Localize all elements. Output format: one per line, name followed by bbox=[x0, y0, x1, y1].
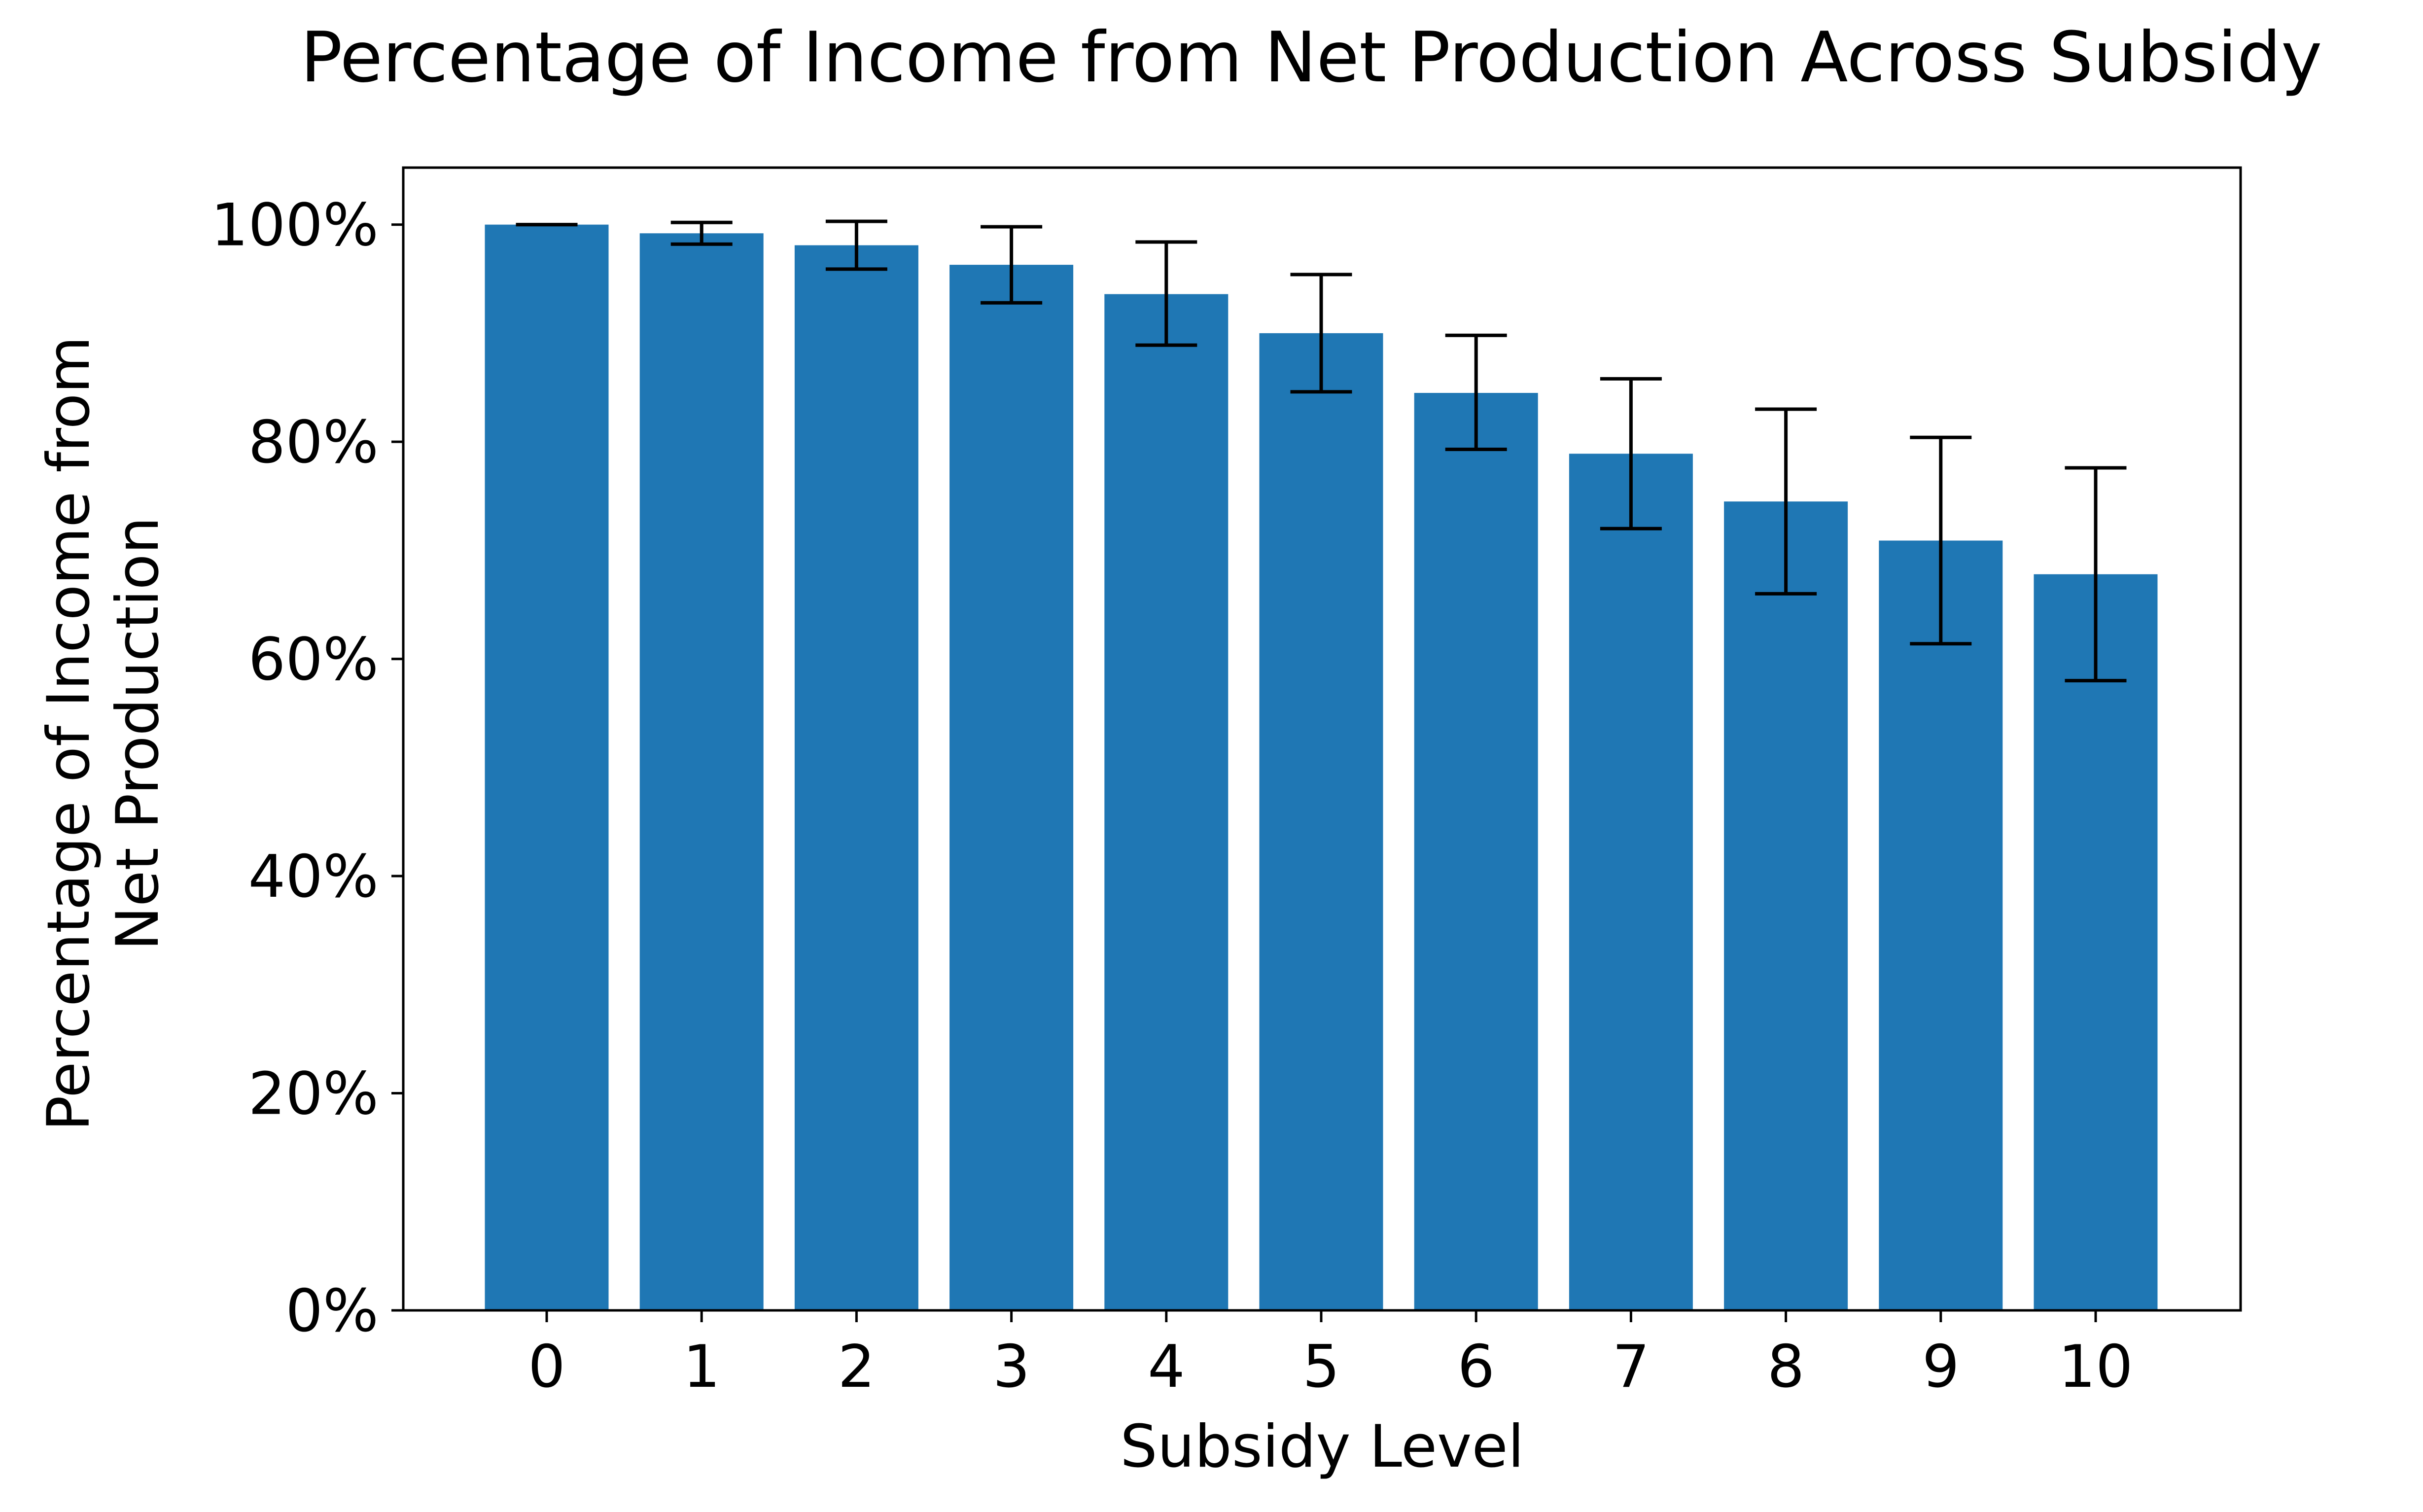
x-tick-label: 7 bbox=[1613, 1333, 1650, 1401]
y-axis-label-line-2: Net Production bbox=[104, 517, 172, 950]
x-tick-label: 1 bbox=[683, 1333, 720, 1401]
bar-10 bbox=[2034, 574, 2158, 1310]
bar-6 bbox=[1414, 392, 1538, 1310]
x-tick-label: 3 bbox=[993, 1333, 1030, 1401]
bars-group bbox=[485, 224, 2158, 1311]
y-tick-label: 20% bbox=[248, 1060, 379, 1128]
y-tick-label: 0% bbox=[285, 1277, 379, 1345]
error-bar-1 bbox=[670, 220, 733, 246]
x-axis-label: Subsidy Level bbox=[1120, 1413, 1524, 1481]
y-tick-label: 60% bbox=[248, 626, 379, 694]
error-bar-2 bbox=[825, 219, 887, 271]
y-tick-label: 100% bbox=[211, 192, 379, 260]
x-tick-label: 8 bbox=[1767, 1333, 1805, 1401]
y-axis-label: Percentage of Income from Net Production bbox=[35, 336, 172, 1131]
y-axis-label-line-1: Percentage of Income from bbox=[35, 336, 103, 1131]
error-bar-3 bbox=[981, 225, 1043, 305]
error-bar-8 bbox=[1755, 407, 1817, 596]
x-tick-label: 10 bbox=[2058, 1333, 2133, 1401]
x-tick-label: 4 bbox=[1148, 1333, 1185, 1401]
bar-4 bbox=[1104, 294, 1229, 1311]
error-bar-10 bbox=[2065, 466, 2127, 683]
error-bar-4 bbox=[1135, 240, 1197, 347]
error-bar-7 bbox=[1600, 377, 1662, 530]
bar-5 bbox=[1259, 333, 1383, 1310]
bar-1 bbox=[639, 233, 764, 1311]
x-tick-label: 6 bbox=[1457, 1333, 1495, 1401]
error-bar-5 bbox=[1290, 273, 1352, 394]
x-tick-label: 5 bbox=[1302, 1333, 1340, 1401]
bar-7 bbox=[1569, 454, 1693, 1310]
chart-title: Percentage of Income from Net Production… bbox=[301, 17, 2322, 98]
bar-2 bbox=[794, 245, 918, 1311]
error-bar-6 bbox=[1445, 333, 1507, 452]
y-tick-label: 40% bbox=[248, 843, 379, 911]
error-bar-9 bbox=[1910, 435, 1972, 646]
x-tick-label: 2 bbox=[838, 1333, 876, 1401]
y-tick-label: 80% bbox=[248, 409, 379, 477]
x-tick-label: 0 bbox=[528, 1333, 565, 1401]
bar-3 bbox=[949, 265, 1074, 1311]
bar-9 bbox=[1879, 540, 2003, 1310]
bar-8 bbox=[1724, 501, 1848, 1310]
bar-0 bbox=[485, 224, 609, 1310]
y-axis: 0% 20% 40% 60% 80% 100% bbox=[211, 192, 403, 1345]
x-tick-label: 9 bbox=[1922, 1333, 1960, 1401]
x-axis: 0 1 2 3 4 5 6 7 8 9 10 bbox=[528, 1310, 2133, 1401]
